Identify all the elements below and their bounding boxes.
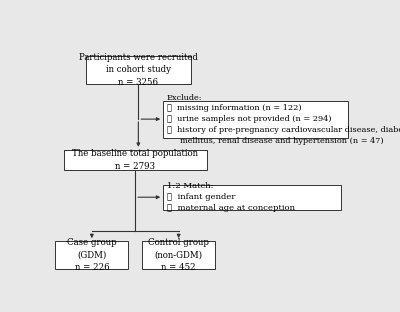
Text: 1:2 Match:
①  infant gender
②  maternal age at conception: 1:2 Match: ① infant gender ② maternal ag… <box>167 183 295 212</box>
Text: Exclude:
①  missing information (n = 122)
②  urine samples not provided (n = 294: Exclude: ① missing information (n = 122)… <box>167 94 400 144</box>
Text: Control group
(non-GDM)
n = 452: Control group (non-GDM) n = 452 <box>148 238 209 271</box>
FancyBboxPatch shape <box>86 56 191 84</box>
FancyBboxPatch shape <box>64 150 206 170</box>
Text: Case group
(GDM)
n = 226: Case group (GDM) n = 226 <box>67 238 117 271</box>
FancyBboxPatch shape <box>163 100 348 138</box>
Text: The baseline total population
n = 2793: The baseline total population n = 2793 <box>72 149 198 171</box>
FancyBboxPatch shape <box>56 241 128 269</box>
FancyBboxPatch shape <box>163 185 341 210</box>
FancyBboxPatch shape <box>142 241 215 269</box>
Text: Participants were recruited
in cohort study
n = 3256: Participants were recruited in cohort st… <box>79 53 198 86</box>
